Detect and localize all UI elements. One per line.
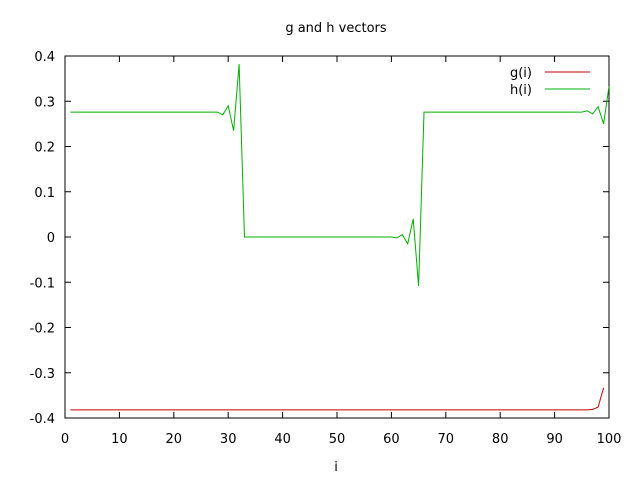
y-tick-label: 0.1 (34, 186, 55, 201)
y-tick-label: 0.3 (34, 95, 55, 110)
x-tick-label: 30 (220, 432, 237, 447)
x-tick-label: 90 (546, 432, 563, 447)
axis-ticks: 0 10 20 30 40 50 60 70 80 90 100 -0.4 -0.3 -0.2 -0.1 0 0… (30, 50, 622, 447)
x-tick-label: 80 (492, 432, 509, 447)
chart-title: g and h vectors (285, 21, 387, 36)
legend-label: h(i) (510, 83, 532, 98)
y-tick-label: 0.2 (34, 141, 55, 156)
y-tick-label: -0.3 (30, 367, 55, 382)
x-tick-label: 60 (383, 432, 400, 447)
y-tick-label: 0.4 (34, 50, 55, 65)
y-tick-label: -0.4 (30, 412, 55, 427)
series-layer (70, 64, 610, 411)
legend-label: g(i) (510, 66, 532, 81)
legend: g(i) h(i) (510, 66, 590, 98)
x-axis-label: i (334, 460, 338, 475)
series-line-gi (70, 387, 605, 411)
x-tick-label: 50 (329, 432, 346, 447)
x-tick-label: 40 (274, 432, 291, 447)
series-line-hi (70, 64, 610, 286)
x-tick-label: 100 (597, 432, 622, 447)
y-tick-label: 0 (47, 231, 55, 246)
x-tick-label: 0 (61, 432, 69, 447)
y-tick-label: -0.2 (30, 322, 55, 337)
y-tick-label: -0.1 (30, 276, 55, 291)
x-tick-label: 70 (438, 432, 455, 447)
x-tick-label: 10 (111, 432, 128, 447)
x-tick-label: 20 (166, 432, 183, 447)
